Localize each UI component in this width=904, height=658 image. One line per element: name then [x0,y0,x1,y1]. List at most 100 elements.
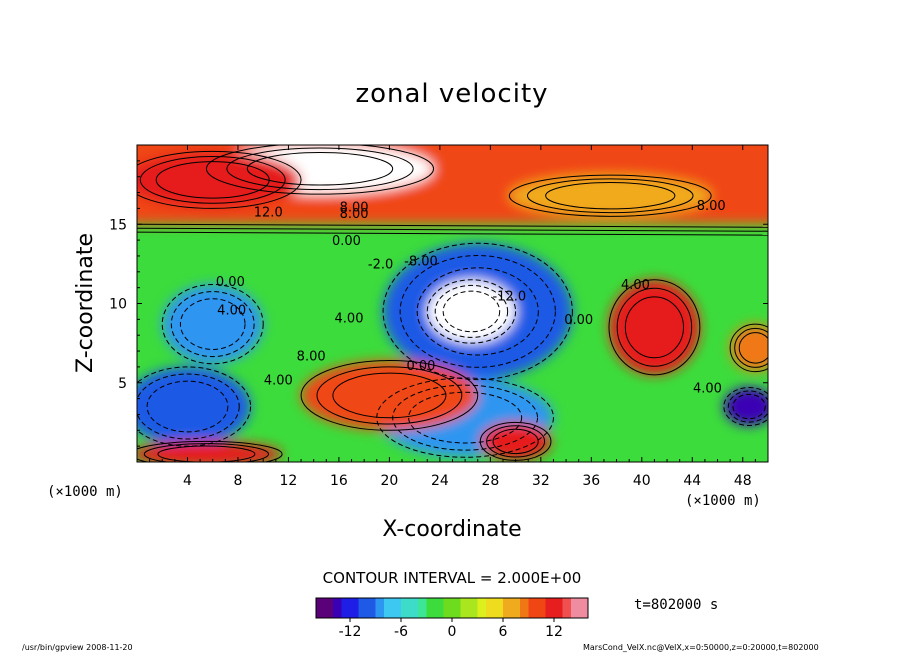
x-unit-left: (×1000 m) [47,484,123,500]
x-tick-label: 40 [633,473,651,489]
colorbar-swatch [562,598,572,618]
contour-line [161,283,264,365]
contour-label: 0.00 [216,275,245,290]
contour-line [316,366,463,425]
contour-line [146,380,229,433]
colorbar-swatch [409,598,419,618]
contour-line [332,372,447,419]
colorbar-swatch [452,598,461,618]
field-blob [509,175,712,217]
colorbar-swatch [511,598,521,618]
contour-label: -8.00 [404,254,438,269]
field-blob [301,360,478,431]
contour-line [434,284,509,338]
colorbar-swatch [571,598,580,618]
footer-left: /usr/bin/gpview 2008-11-20 [22,643,133,652]
colorbar-swatch [384,598,393,618]
colorbar-swatch [435,598,444,618]
contour-line [508,174,712,217]
contour-line [205,145,435,195]
colorbar-tick-label: 12 [545,624,563,640]
field-blob [723,387,768,426]
contour-line [616,287,693,367]
contour-line [526,178,694,214]
x-tick-label: 32 [532,473,550,489]
contour-line [734,327,768,368]
colorbar-swatch [545,598,555,618]
contour-line [157,445,256,462]
x-tick-label: 8 [233,473,242,489]
colorbar-swatch [358,598,368,618]
contour-line [729,323,768,373]
contour-line [155,161,270,199]
field-blob [427,279,516,344]
colorbar-swatch [392,598,402,618]
contour-line [143,443,269,462]
colorbar-swatch [460,598,470,618]
contour-line [399,255,556,368]
colorbar-tick-label: 6 [499,624,508,640]
colorbar-swatch [426,598,436,618]
colorbar-swatch [333,598,342,618]
colorbar-swatch [401,598,410,618]
colorbar-swatch [469,598,478,618]
contour-line [608,279,701,376]
y-tick-label: 10 [109,297,127,313]
contour-line [408,391,523,444]
contour-label: 8.00 [297,350,326,365]
colorbar-swatch [418,598,427,618]
colorbar-swatch [528,598,538,618]
colorbar [315,597,589,619]
contour-label: 4.00 [264,373,293,388]
plot-area [137,145,768,462]
x-tick-label: 44 [683,473,701,489]
contour-label: 12.0 [254,205,283,220]
x-axis-label: X-coordinate [382,517,521,542]
contour-label: 4.00 [693,381,722,396]
field-blob [608,279,700,375]
contour-label: 0.00 [564,313,593,328]
footer-right: MarsCond_VelX.nc@VelX,x=0:50000,z=0:2000… [583,643,819,652]
colorbar-swatch [537,598,546,618]
x-axis-ticks: 4 8 12 16 20 24 28 32 36 40 44 48 [149,145,756,489]
colorbar-swatch [350,598,359,618]
contour-layer [137,145,768,462]
x-tick-label: 36 [582,473,600,489]
colorbar-ticks: -12 -6 0 6 12 [339,618,563,640]
x-tick-label: 4 [183,473,192,489]
x-tick-label: 12 [280,473,298,489]
colorbar-swatch [324,598,334,618]
contour-label: 8.00 [340,201,369,216]
x-tick-label: 48 [734,473,752,489]
colorbar-tick-label: -12 [339,624,362,640]
contour-line [624,296,684,359]
contour-label: 8.00 [697,199,726,214]
colorbar-swatch [554,598,563,618]
contour-line [442,290,501,333]
y-tick-label: 5 [118,376,127,392]
x-tick-label: 20 [380,473,398,489]
contour-line [137,373,240,440]
field-blob [137,441,283,462]
contour-line [139,155,286,204]
contour-line [492,428,539,455]
y-tick-label: 15 [109,217,127,233]
contour-label: 4.00 [335,312,364,327]
y-axis-label: Z-coordinate [73,233,98,373]
contour-label: 0.00 [332,234,361,249]
contour-label: -12.0 [492,289,526,304]
field-blob [162,284,264,364]
contour-label-layer: 12.0 8.008.008.000.00-8.00-2.00.004.004.0… [216,199,726,396]
contour-line [738,332,768,364]
contour-line [137,440,283,462]
contour-label: 0.00 [406,359,435,374]
contour-line [170,291,255,358]
colorbar-tick-label: -6 [394,624,408,640]
contour-line [486,425,546,458]
contour-line [137,231,768,236]
time-text: t=802000 s [634,597,718,613]
contour-line [137,227,768,232]
field-blob [137,366,251,447]
contour-label: 4.00 [621,278,650,293]
